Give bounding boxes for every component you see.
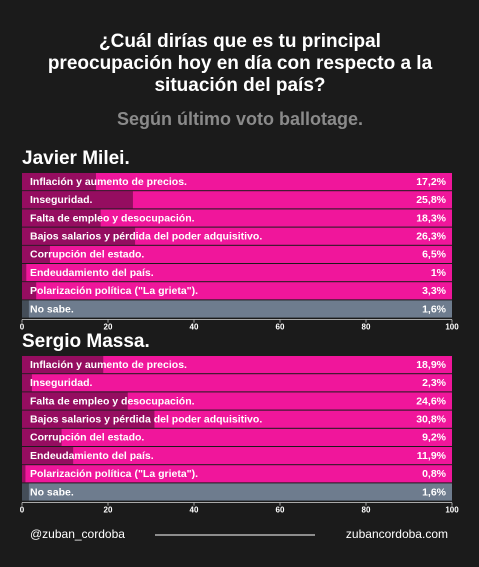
x-tick-label: 100 xyxy=(445,506,459,515)
value-label: 11,9% xyxy=(417,450,447,462)
value-label: 18,3% xyxy=(416,212,446,224)
row-background xyxy=(22,191,452,209)
chart-title: Sergio Massa. xyxy=(22,331,150,352)
row-background xyxy=(22,428,452,446)
row-background xyxy=(22,356,452,374)
bar xyxy=(22,465,26,483)
footer-left: @zuban_cordoba xyxy=(30,527,125,541)
bar xyxy=(22,392,128,410)
value-label: 25,8% xyxy=(416,194,446,206)
category-label: Endeudamiento del país. xyxy=(30,267,154,279)
category-label: Corrupción del estado. xyxy=(30,432,144,444)
value-label: 3,3% xyxy=(422,285,447,297)
value-label: 9,2% xyxy=(422,432,447,444)
category-label: Corrupción del estado. xyxy=(30,249,144,261)
bar xyxy=(22,300,29,318)
x-tick-label: 40 xyxy=(190,323,199,332)
chart-title: Javier Milei. xyxy=(22,148,130,169)
category-label: Inflación y aumento de precios. xyxy=(30,176,187,188)
value-label: 1,6% xyxy=(422,486,447,498)
value-label: 0,8% xyxy=(422,468,447,480)
category-label: Falta de empleo y desocupación. xyxy=(30,395,195,407)
row-background xyxy=(22,447,452,465)
value-label: 30,8% xyxy=(416,413,446,425)
value-label: 1% xyxy=(431,267,447,279)
row-background xyxy=(22,264,452,282)
row-background xyxy=(22,282,452,300)
row-background xyxy=(22,173,452,191)
title-line: ¿Cuál dirías que es tu principal xyxy=(99,31,381,52)
category-label: Polarización política ("La grieta"). xyxy=(30,285,198,297)
category-label: Inseguridad. xyxy=(30,377,93,389)
row-background xyxy=(22,392,452,410)
x-tick-label: 100 xyxy=(445,323,459,332)
subtitle: Según último voto ballotage. xyxy=(117,109,363,129)
x-tick-label: 40 xyxy=(190,506,199,515)
footer-right: zubancordoba.com xyxy=(346,527,448,541)
x-tick-label: 0 xyxy=(20,506,25,515)
x-tick-label: 60 xyxy=(276,323,285,332)
title-line: preocupación hoy en día con respecto a l… xyxy=(48,53,433,74)
category-label: Falta de empleo y desocupación. xyxy=(30,212,195,224)
bar xyxy=(22,447,74,465)
bar xyxy=(22,173,96,191)
x-tick-label: 80 xyxy=(362,506,371,515)
x-tick-label: 20 xyxy=(104,506,113,515)
bar xyxy=(22,191,133,209)
bar xyxy=(22,282,37,300)
value-label: 26,3% xyxy=(416,230,446,242)
x-tick-label: 0 xyxy=(20,323,25,332)
value-label: 6,5% xyxy=(422,249,447,261)
bar xyxy=(22,410,155,428)
row-background xyxy=(22,374,452,392)
bar xyxy=(22,245,50,263)
bar xyxy=(22,483,29,501)
bar xyxy=(22,264,27,282)
category-label: Endeudamiento del país. xyxy=(30,450,154,462)
title-line: situación del país? xyxy=(154,75,325,96)
category-label: Inseguridad. xyxy=(30,194,93,206)
category-label: Bajos salarios y pérdida del poder adqui… xyxy=(30,413,262,425)
category-label: Bajos salarios y pérdida del poder adqui… xyxy=(30,230,262,242)
row-background xyxy=(22,227,452,245)
x-tick-label: 60 xyxy=(276,506,285,515)
bar xyxy=(22,374,32,392)
row-background xyxy=(22,209,452,227)
bar xyxy=(22,428,62,446)
bar xyxy=(22,227,136,245)
row-background xyxy=(22,483,452,501)
value-label: 1,6% xyxy=(422,303,447,315)
value-label: 24,6% xyxy=(416,395,446,407)
row-background xyxy=(22,410,452,428)
value-label: 2,3% xyxy=(422,377,447,389)
row-background xyxy=(22,465,452,483)
x-tick-label: 80 xyxy=(362,323,371,332)
value-label: 17,2% xyxy=(416,176,446,188)
bar xyxy=(22,209,101,227)
bar xyxy=(22,356,104,374)
category-label: Inflación y aumento de precios. xyxy=(30,359,187,371)
value-label: 18,9% xyxy=(416,359,446,371)
row-background xyxy=(22,245,452,263)
category-label: Polarización política ("La grieta"). xyxy=(30,468,198,480)
x-tick-label: 20 xyxy=(104,323,113,332)
row-background xyxy=(22,300,452,318)
category-label: No sabe. xyxy=(30,303,74,315)
category-label: No sabe. xyxy=(30,486,74,498)
